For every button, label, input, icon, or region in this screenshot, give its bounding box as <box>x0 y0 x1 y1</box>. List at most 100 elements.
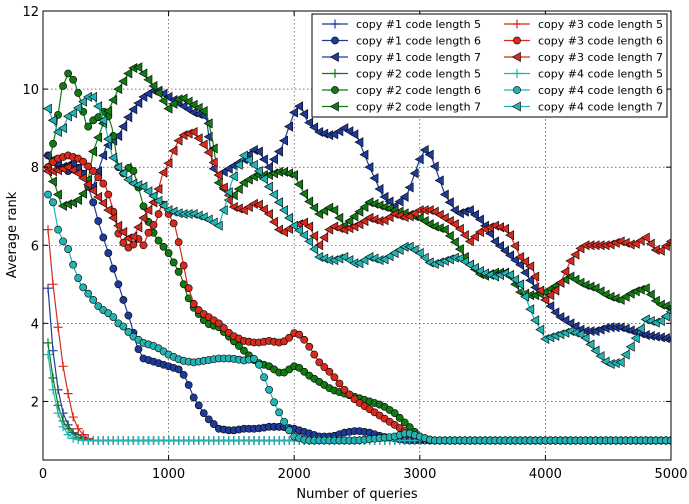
data-point <box>394 196 404 207</box>
data-point <box>304 196 314 207</box>
data-point <box>148 80 158 91</box>
legend-entry: copy #4 code length 5 <box>504 68 663 81</box>
plot-frame <box>42 10 672 461</box>
legend-label: copy #3 code length 6 <box>538 35 663 48</box>
legend-marker <box>330 19 340 29</box>
series-1 <box>43 283 671 445</box>
legend-label: copy #4 code length 6 <box>538 84 663 97</box>
data-point <box>275 408 284 417</box>
data-point <box>103 205 113 216</box>
data-point <box>193 133 203 144</box>
data-point <box>168 145 178 156</box>
data-point <box>289 107 298 118</box>
data-point <box>263 181 273 192</box>
data-point <box>284 121 293 132</box>
data-point <box>349 129 359 140</box>
data-point <box>434 175 444 186</box>
data-point <box>138 212 148 223</box>
data-point <box>83 179 93 190</box>
data-point <box>258 154 268 165</box>
data-point <box>505 269 515 280</box>
data-point <box>625 341 635 352</box>
data-point <box>258 204 268 215</box>
legend-label: copy #2 code length 5 <box>356 68 481 81</box>
data-point <box>158 95 168 106</box>
data-point <box>620 349 630 360</box>
data-point <box>495 241 504 252</box>
data-point <box>253 146 263 157</box>
data-point <box>189 393 198 402</box>
data-point <box>158 167 168 178</box>
data-point <box>43 350 53 360</box>
data-point <box>99 179 108 188</box>
legend-marker <box>331 36 339 45</box>
data-point <box>330 373 339 382</box>
legend-label: copy #3 code length 7 <box>538 51 663 64</box>
legend-label: copy #1 code length 6 <box>356 35 481 48</box>
legend-marker <box>513 86 521 94</box>
legend-label: copy #1 code length 5 <box>356 18 481 31</box>
data-point <box>188 127 198 138</box>
data-point <box>84 122 93 131</box>
data-point <box>640 232 650 243</box>
data-point <box>53 408 63 418</box>
data-point <box>294 101 304 112</box>
data-point <box>454 223 464 234</box>
legend-entry: copy #3 code length 7 <box>504 51 663 64</box>
data-point <box>128 104 138 115</box>
data-point <box>299 217 309 228</box>
legend-entry: copy #4 code length 6 <box>504 84 663 97</box>
legend-marker <box>512 19 522 29</box>
data-point <box>63 389 73 399</box>
data-point <box>73 102 82 113</box>
data-point <box>109 264 118 273</box>
data-point <box>213 169 223 180</box>
data-point <box>153 184 163 195</box>
data-point <box>414 248 424 259</box>
data-point <box>84 162 93 171</box>
data-point <box>79 283 88 292</box>
data-point <box>289 220 298 231</box>
data-point <box>194 401 203 410</box>
data-point <box>52 127 62 138</box>
data-point <box>93 191 103 202</box>
legend-label: copy #1 code length 7 <box>356 51 481 64</box>
data-point <box>128 231 138 242</box>
data-point <box>485 228 494 239</box>
data-point <box>439 224 449 235</box>
series-3 <box>43 85 671 344</box>
data-point <box>309 244 319 255</box>
data-point <box>469 231 479 242</box>
data-point <box>108 152 118 163</box>
data-point <box>134 345 143 354</box>
data-point <box>580 333 590 344</box>
data-point <box>525 275 535 286</box>
data-point <box>78 188 87 199</box>
data-point <box>103 105 113 116</box>
series-8 <box>44 151 671 445</box>
data-point <box>118 121 128 132</box>
series-12 <box>43 91 671 369</box>
data-point <box>123 112 133 123</box>
x-tick-label: 0 <box>39 467 47 482</box>
data-point <box>300 335 309 344</box>
data-point <box>119 239 128 247</box>
data-point <box>124 311 133 320</box>
data-point <box>520 291 530 302</box>
data-point <box>268 154 278 165</box>
legend-marker <box>511 51 521 63</box>
data-point <box>228 190 238 201</box>
data-point <box>409 168 419 179</box>
data-point <box>660 241 670 252</box>
data-point <box>309 122 319 133</box>
legend-entry: copy #4 code length 7 <box>504 101 663 114</box>
legend-marker <box>511 101 521 112</box>
x-tick-label: 4000 <box>529 467 562 482</box>
data-point <box>43 103 52 114</box>
series-line <box>48 131 671 301</box>
data-point <box>203 118 213 129</box>
data-point <box>340 385 349 394</box>
data-point <box>198 105 208 116</box>
data-point <box>48 385 58 395</box>
data-point <box>334 212 344 223</box>
